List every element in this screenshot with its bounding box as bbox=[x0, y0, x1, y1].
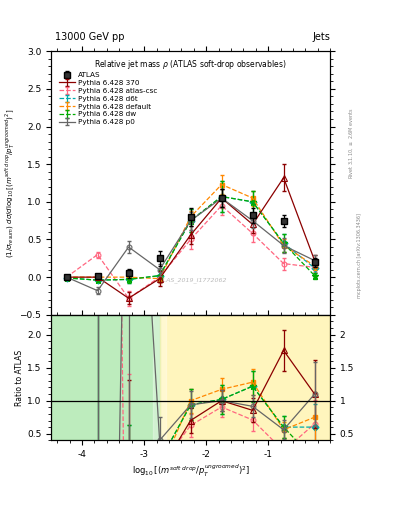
Text: Rivet 3.1.10, $\geq$ 2.6M events: Rivet 3.1.10, $\geq$ 2.6M events bbox=[348, 108, 356, 179]
Text: 13000 GeV pp: 13000 GeV pp bbox=[55, 32, 125, 42]
Legend: ATLAS, Pythia 6.428 370, Pythia 6.428 atlas-csc, Pythia 6.428 d6t, Pythia 6.428 : ATLAS, Pythia 6.428 370, Pythia 6.428 at… bbox=[57, 71, 158, 127]
Text: Relative jet mass $\rho$ (ATLAS soft-drop observables): Relative jet mass $\rho$ (ATLAS soft-dro… bbox=[94, 58, 287, 71]
Bar bbox=[153, 315, 166, 440]
Y-axis label: Ratio to ATLAS: Ratio to ATLAS bbox=[15, 350, 24, 406]
Y-axis label: $(1/\sigma_{resum})$ $d\sigma/d\log_{10}[(m^{soft\ drop}/p_T^{ungroomed})^2]$: $(1/\sigma_{resum})$ $d\sigma/d\log_{10}… bbox=[4, 109, 17, 258]
Bar bbox=[160, 315, 330, 440]
Bar bbox=[51, 315, 160, 440]
Text: Jets: Jets bbox=[312, 32, 330, 42]
Text: ATLAS_2019_I1772062: ATLAS_2019_I1772062 bbox=[155, 278, 226, 283]
Text: mcplots.cern.ch [arXiv:1306.3436]: mcplots.cern.ch [arXiv:1306.3436] bbox=[357, 214, 362, 298]
X-axis label: $\log_{10}[(m^{soft\ drop}/p_T^{ungroomed})^2]$: $\log_{10}[(m^{soft\ drop}/p_T^{ungroome… bbox=[132, 463, 250, 479]
